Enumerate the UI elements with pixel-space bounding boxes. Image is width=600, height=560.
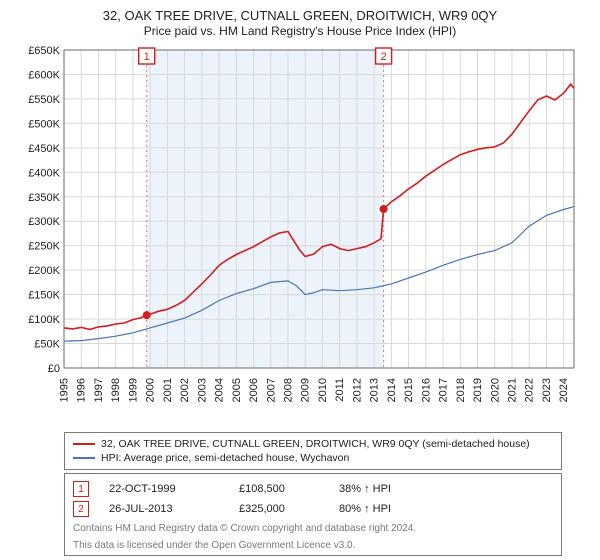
x-tick-label: 2003 xyxy=(196,378,208,402)
x-tick-label: 2008 xyxy=(283,378,295,402)
line-chart-svg: £0 £50K £100K £150K £200K £250K £300K £350K £400… xyxy=(18,44,582,426)
x-tick-label: 2015 xyxy=(403,378,415,402)
x-tick-label: 1995 xyxy=(59,378,71,402)
chart-subtitle: Price paid vs. HM Land Registry's House … xyxy=(18,24,582,38)
x-tick-label: 2016 xyxy=(420,378,432,402)
y-tick-label: £150K xyxy=(28,290,60,302)
x-tick-label: 2017 xyxy=(438,378,450,402)
x-tick-label: 2022 xyxy=(524,378,536,402)
y-tick-label: £0 xyxy=(48,363,60,375)
chart-title-address: 32, OAK TREE DRIVE, CUTNALL GREEN, DROIT… xyxy=(18,8,582,23)
legend-row: 32, OAK TREE DRIVE, CUTNALL GREEN, DROIT… xyxy=(73,437,553,451)
data-license: This data is licensed under the Open Gov… xyxy=(73,540,553,553)
legend-row: HPI: Average price, semi-detached house,… xyxy=(73,451,553,465)
x-tick-label: 2024 xyxy=(558,378,570,402)
x-tick-label: 2020 xyxy=(489,378,501,402)
x-tick-label: 2011 xyxy=(334,378,346,402)
x-tick-label: 2002 xyxy=(179,378,191,402)
x-tick-label: 2010 xyxy=(317,378,329,402)
y-tick-label: £300K xyxy=(28,216,60,228)
event-marker-icon: 2 xyxy=(73,501,89,517)
event-price: £325,000 xyxy=(239,503,319,515)
x-tick-label: 2006 xyxy=(248,378,260,402)
chart-container: 32, OAK TREE DRIVE, CUTNALL GREEN, DROIT… xyxy=(0,0,600,560)
x-tick-label: 2021 xyxy=(506,378,518,402)
legend-text: HPI: Average price, semi-detached house,… xyxy=(101,452,349,464)
x-tick-label: 2007 xyxy=(265,378,277,402)
x-tick-label: 2019 xyxy=(472,378,484,402)
x-tick-label: 2004 xyxy=(214,378,226,402)
x-tick-label: 2023 xyxy=(541,378,553,402)
legend-swatch xyxy=(73,457,95,459)
x-tick-label: 1998 xyxy=(110,378,122,402)
chart-area: £0 £50K £100K £150K £200K £250K £300K £350K £400… xyxy=(18,44,582,426)
title-block: 32, OAK TREE DRIVE, CUTNALL GREEN, DROIT… xyxy=(18,8,582,38)
y-tick-label: £450K xyxy=(28,143,60,155)
event-pct: 38% ↑ HPI xyxy=(339,483,391,495)
y-tick-label: £100K xyxy=(28,314,60,326)
x-tick-label: 2013 xyxy=(369,378,381,402)
x-tick-label: 2000 xyxy=(145,378,157,402)
x-tick-label: 2012 xyxy=(351,378,363,402)
y-tick-label: £650K xyxy=(28,45,60,57)
event-marker-dot xyxy=(143,311,151,319)
y-tick-label: £600K xyxy=(28,69,60,81)
legend-swatch xyxy=(73,443,95,445)
x-tick-label: 2009 xyxy=(300,378,312,402)
data-attribution: Contains HM Land Registry data © Crown c… xyxy=(73,523,553,536)
event-row: 2 26-JUL-2013 £325,000 80% ↑ HPI xyxy=(73,499,553,519)
y-tick-label: £250K xyxy=(28,241,60,253)
y-tick-label: £550K xyxy=(28,94,60,106)
x-tick-label: 1997 xyxy=(93,378,105,402)
y-tick-label: £400K xyxy=(28,167,60,179)
event-price: £108,500 xyxy=(239,483,319,495)
x-tick-label: 2014 xyxy=(386,378,398,402)
event-date: 26-JUL-2013 xyxy=(109,503,219,515)
y-tick-label: £50K xyxy=(34,339,60,351)
x-tick-label: 2005 xyxy=(231,378,243,402)
legend-box: 32, OAK TREE DRIVE, CUTNALL GREEN, DROIT… xyxy=(64,432,562,470)
event-pct: 80% ↑ HPI xyxy=(339,503,391,515)
event-marker-icon: 1 xyxy=(73,481,89,497)
x-tick-label: 2018 xyxy=(455,378,467,402)
event-marker-label: 2 xyxy=(381,51,387,63)
y-tick-label: £350K xyxy=(28,192,60,204)
events-box: 1 22-OCT-1999 £108,500 38% ↑ HPI 2 26-JUL-201… xyxy=(64,473,562,556)
sale-period-band xyxy=(147,50,384,368)
event-row: 1 22-OCT-1999 £108,500 38% ↑ HPI xyxy=(73,479,553,499)
event-date: 22-OCT-1999 xyxy=(109,483,219,495)
y-tick-label: £500K xyxy=(28,118,60,130)
y-tick-label: £200K xyxy=(28,265,60,277)
legend-text: 32, OAK TREE DRIVE, CUTNALL GREEN, DROIT… xyxy=(101,438,530,450)
event-marker-label: 1 xyxy=(144,51,150,63)
x-tick-label: 2001 xyxy=(162,378,174,402)
x-tick-label: 1999 xyxy=(127,378,139,402)
event-marker-dot xyxy=(380,205,388,213)
x-tick-label: 1996 xyxy=(76,378,88,402)
